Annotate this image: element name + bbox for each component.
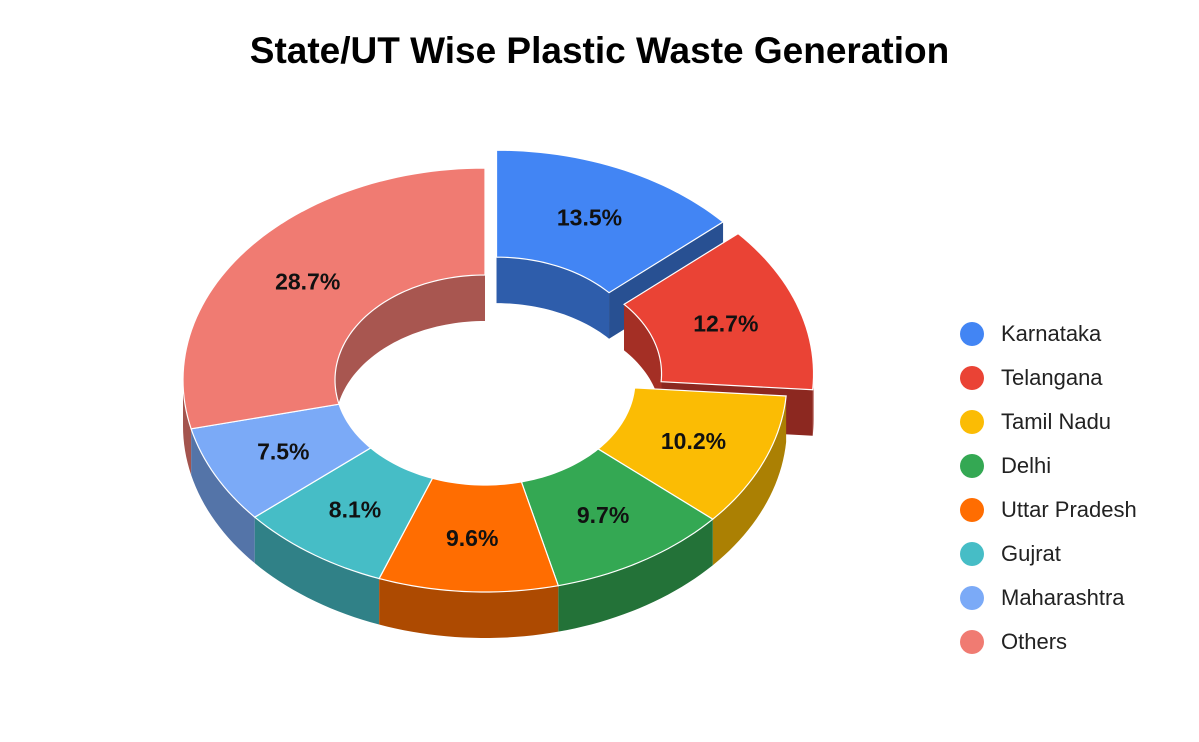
legend-label: Delhi bbox=[1001, 453, 1052, 478]
slice-side-uttar-pradesh bbox=[379, 578, 559, 638]
legend-swatch bbox=[960, 322, 984, 346]
chart-title: State/UT Wise Plastic Waste Generation bbox=[249, 30, 950, 71]
slice-label-others: 28.7% bbox=[275, 269, 340, 295]
legend: Karnataka Telangana Tamil Nadu Delhi Uttar P… bbox=[960, 312, 1137, 664]
slice-telangana[interactable] bbox=[623, 232, 815, 391]
legend-item-telangana[interactable]: Telangana bbox=[960, 356, 1137, 400]
legend-swatch bbox=[960, 542, 984, 566]
slice-inner-telangana-0 bbox=[624, 304, 662, 420]
legend-swatch bbox=[960, 498, 984, 522]
slice-inner-karnataka-0 bbox=[496, 257, 610, 339]
legend-label: Others bbox=[1001, 629, 1068, 654]
slice-inner-others-1 bbox=[335, 275, 485, 426]
legend-swatch bbox=[960, 366, 984, 390]
legend-label: Tamil Nadu bbox=[1001, 409, 1112, 434]
legend-item-gujrat[interactable]: Gujrat bbox=[960, 532, 1137, 576]
legend-label: Maharashtra bbox=[1001, 585, 1125, 610]
slice-side-others bbox=[183, 380, 192, 475]
legend-item-others[interactable]: Others bbox=[960, 620, 1137, 664]
slice-side-tamil-nadu bbox=[712, 395, 787, 566]
legend-label: Gujrat bbox=[1001, 541, 1061, 566]
legend-item-uttar-pradesh[interactable]: Uttar Pradesh bbox=[960, 488, 1137, 532]
legend-swatch bbox=[960, 586, 984, 610]
legend-item-maharashtra[interactable]: Maharashtra bbox=[960, 576, 1137, 620]
slice-label-maharashtra: 7.5% bbox=[257, 439, 309, 465]
slice-side-gujrat bbox=[254, 517, 380, 625]
legend-label: Telangana bbox=[1001, 365, 1103, 390]
legend-item-karnataka[interactable]: Karnataka bbox=[960, 312, 1137, 356]
legend-swatch bbox=[960, 630, 984, 654]
slice-label-tamil-nadu: 10.2% bbox=[661, 428, 726, 454]
legend-item-delhi[interactable]: Delhi bbox=[960, 444, 1137, 488]
slice-others[interactable] bbox=[182, 167, 486, 430]
legend-swatch bbox=[960, 410, 984, 434]
slice-label-uttar-pradesh: 9.6% bbox=[446, 525, 498, 551]
slice-label-delhi: 9.7% bbox=[577, 502, 629, 528]
slice-side-delhi bbox=[558, 519, 713, 632]
slice-label-gujrat: 8.1% bbox=[329, 497, 381, 523]
slice-label-telangana: 12.7% bbox=[693, 310, 758, 336]
legend-swatch bbox=[960, 454, 984, 478]
legend-label: Uttar Pradesh bbox=[1001, 497, 1137, 522]
slice-karnataka[interactable] bbox=[495, 149, 725, 294]
legend-label: Karnataka bbox=[1001, 321, 1102, 346]
slice-label-karnataka: 13.5% bbox=[557, 205, 622, 231]
slice-side-maharashtra bbox=[191, 428, 255, 564]
legend-item-tamil-nadu[interactable]: Tamil Nadu bbox=[960, 400, 1137, 444]
